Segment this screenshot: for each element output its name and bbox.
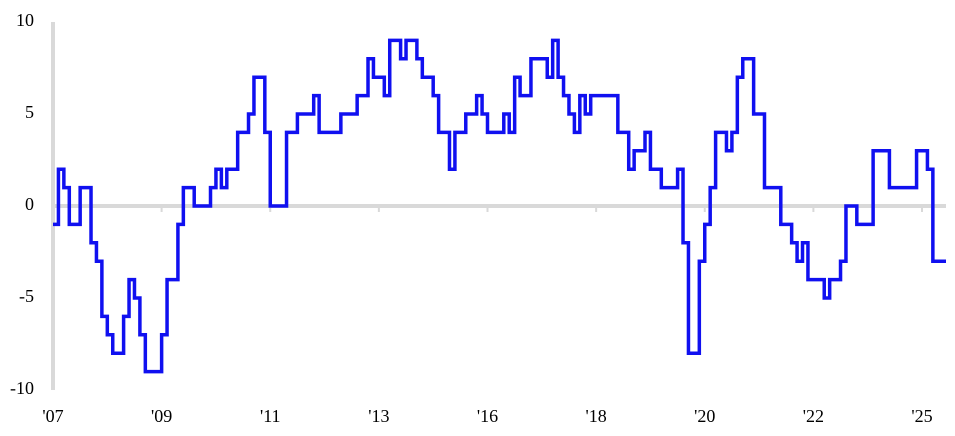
line-series [53,38,946,374]
x-tick-label: '13 [368,406,389,426]
y-tick-label: 10 [16,10,34,30]
y-tick-label: -5 [19,286,34,306]
x-tick-label: '20 [694,406,715,426]
y-tick-label: -10 [10,378,34,398]
y-tick-label: 0 [25,194,34,214]
x-tick-label: '11 [260,406,281,426]
x-tick-label: '16 [477,406,498,426]
x-tick-label: '25 [911,406,932,426]
x-tick-label: '07 [42,406,63,426]
x-tick-label: '09 [151,406,172,426]
x-tick-label: '18 [586,406,607,426]
x-tick-label: '22 [803,406,824,426]
y-tick-label: 5 [25,102,34,122]
